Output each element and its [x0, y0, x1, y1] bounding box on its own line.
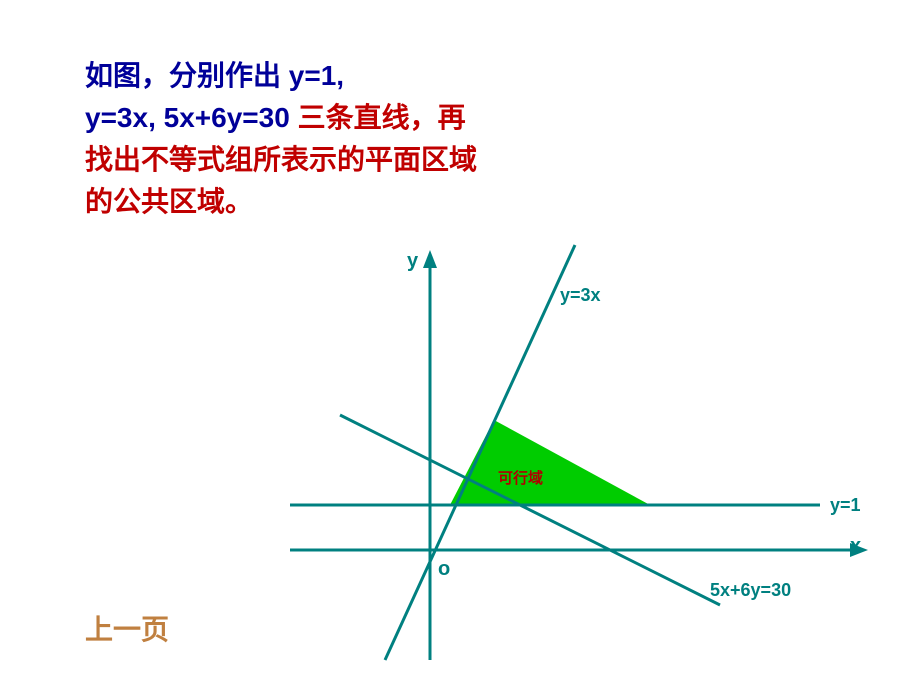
feasible-region [450, 420, 650, 505]
instruction-line1-suffix: , [336, 60, 344, 91]
instruction-line2-suffix: 三条 [298, 102, 354, 133]
instruction-eq3: 5x+6y=30 [164, 102, 298, 133]
instruction-text: 如图，分别作出 y=1, y=3x, 5x+6y=30 三条直线，再找出不等式组… [85, 55, 485, 223]
prev-page-link[interactable]: 上一页 [85, 608, 169, 648]
instruction-line1-prefix: 如图，分别作出 [85, 60, 289, 91]
instruction-eq2: y=3x, [85, 102, 164, 133]
coordinate-graph: x y o y=1 y=3x 5x+6y=30 可行域 [290, 260, 880, 660]
graph-svg [290, 260, 880, 660]
origin-label: o [438, 558, 450, 581]
line-y3x-label: y=3x [560, 285, 601, 306]
line-y1-label: y=1 [830, 495, 861, 516]
y-axis-arrow [423, 250, 437, 268]
x-axis-label: x [850, 535, 861, 558]
line-eq3-label: 5x+6y=30 [710, 580, 791, 601]
y-axis-label: y [407, 250, 418, 273]
region-label: 可行域 [498, 467, 543, 488]
instruction-eq1: y=1 [289, 60, 337, 91]
